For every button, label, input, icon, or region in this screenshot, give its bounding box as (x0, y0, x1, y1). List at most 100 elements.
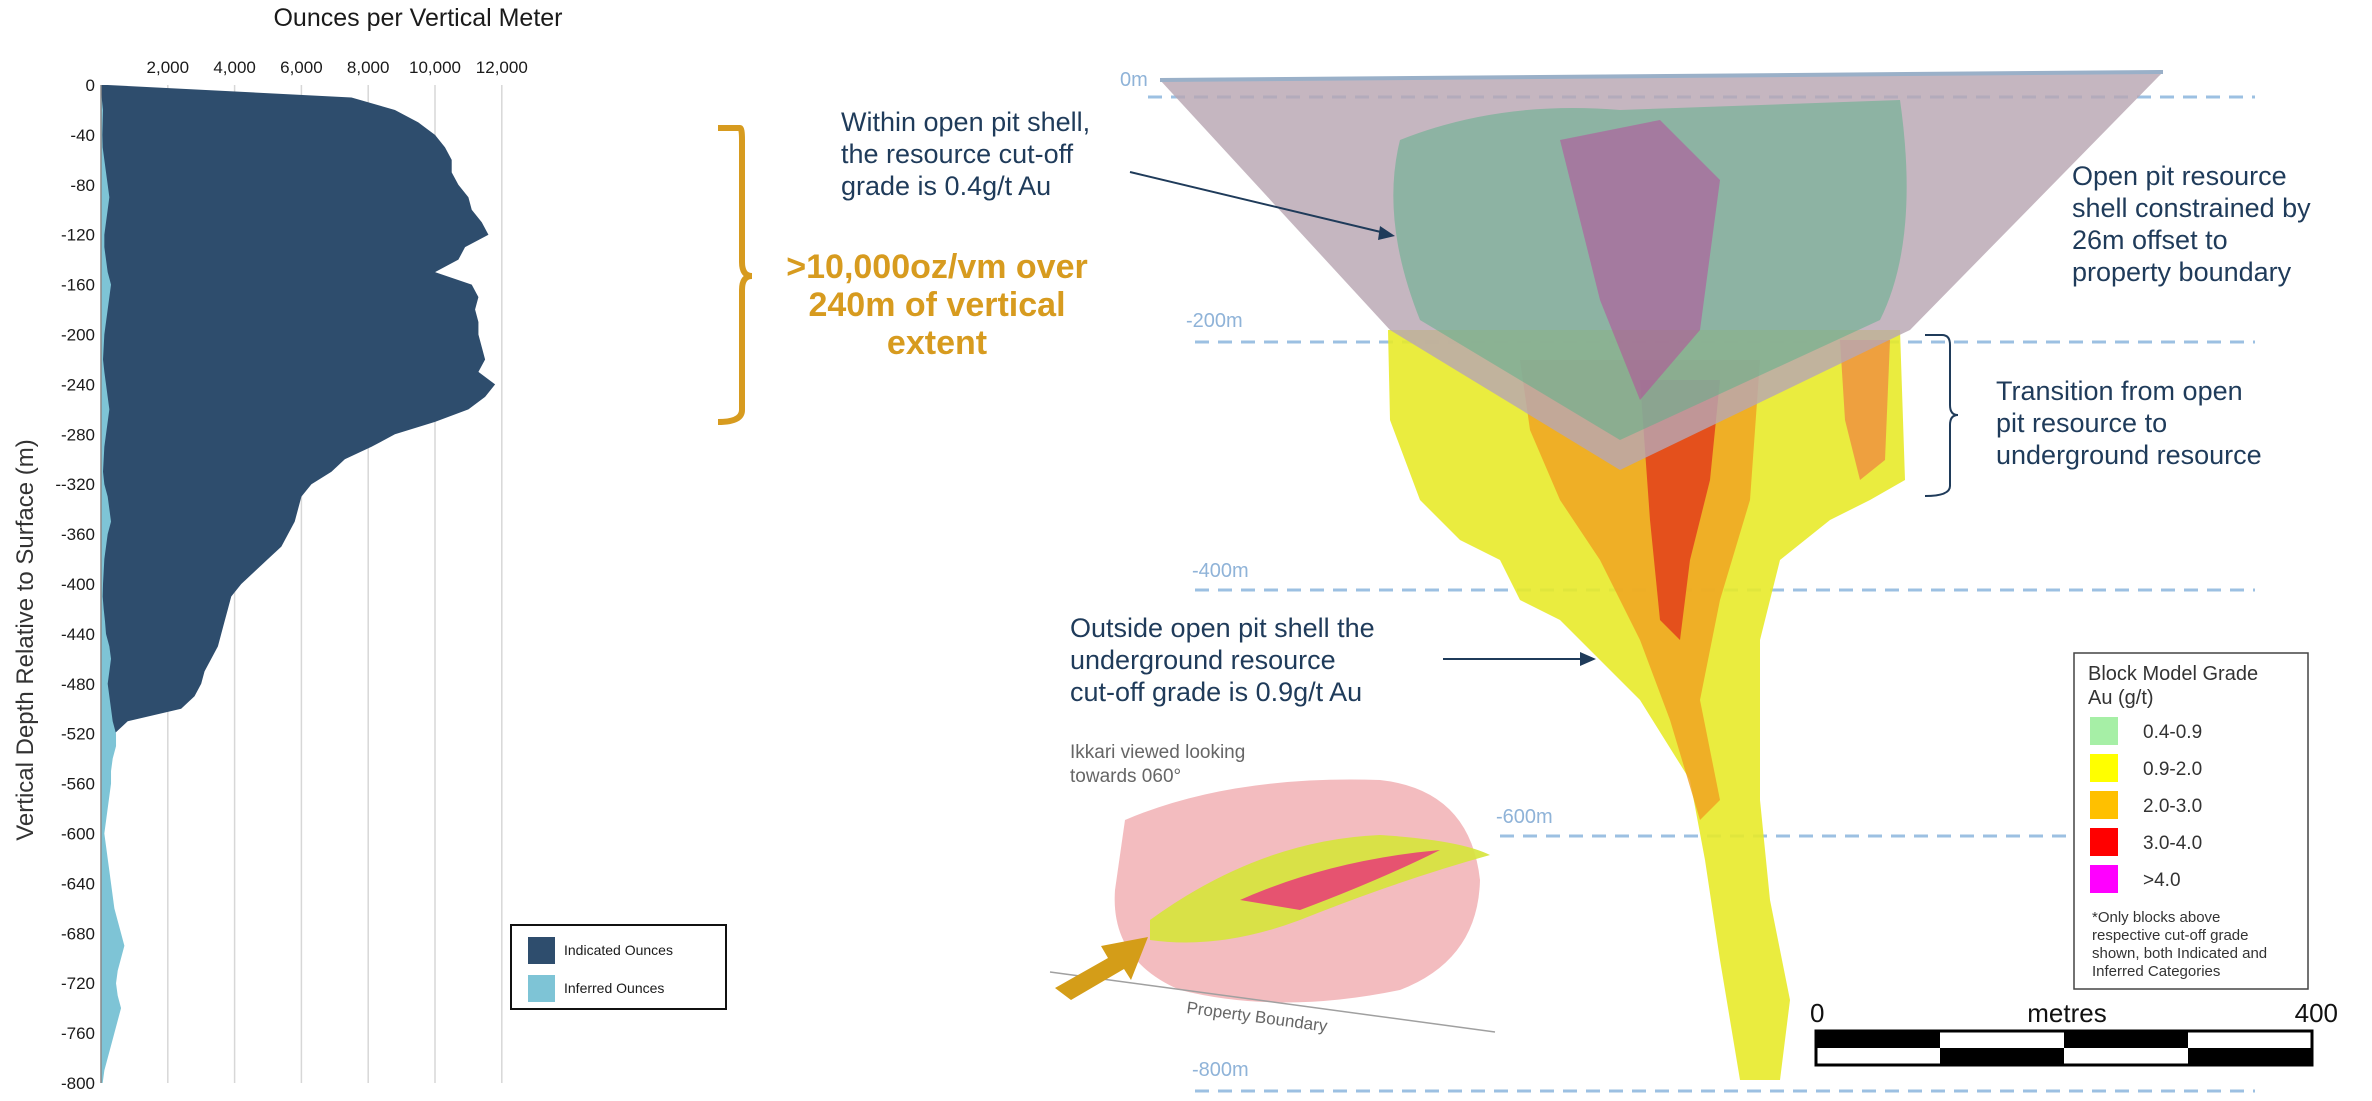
inset-view-arrow (1055, 937, 1148, 1000)
grade-swatch-2 (2090, 754, 2118, 782)
y-tick-label: -280 (61, 425, 95, 444)
note-outside-line-2: underground resource (1070, 645, 1336, 675)
scale-seg-3 (2064, 1031, 2188, 1048)
note-outside-line-1: Outside open pit shell the (1070, 613, 1375, 643)
note-pit-arrowhead (1378, 226, 1395, 240)
legend-label-inferred: Inferred Ounces (564, 980, 664, 996)
note-within-pit: Within open pit shell, the resource cut-… (841, 107, 1395, 240)
note-shell-line-3: 26m offset to (2072, 225, 2228, 255)
y-tick-label: -760 (61, 1024, 95, 1043)
note-transition: Transition from open pit resource to und… (1924, 334, 2262, 497)
ore-body-yellow (1388, 330, 1905, 1080)
note-pit-arrow (1129, 171, 1386, 234)
note-shell-line-4: property boundary (2072, 257, 2292, 287)
note-outside-pit: Outside open pit shell the underground r… (1070, 613, 1596, 707)
y-axis-label: Vertical Depth Relative to Surface (m) (12, 439, 39, 841)
pit-rim (1159, 70, 2164, 82)
callout-line-2: 240m of vertical (808, 286, 1065, 324)
grade-swatch-3 (2090, 791, 2118, 819)
scale-seg-2 (1940, 1048, 2064, 1065)
y-tick-label: -360 (61, 525, 95, 544)
cross-section-view: 0m -200m -400m -600m -800m Within open p… (841, 69, 2338, 1093)
y-tick-label: -800 (61, 1074, 95, 1093)
y-tick-label: -640 (61, 874, 95, 893)
scale-bar: 0 metres 400 (1810, 998, 2338, 1067)
ounces-chart: Ounces per Vertical Meter Vertical Depth… (12, 4, 1088, 1093)
grade-label-5: >4.0 (2143, 870, 2181, 891)
grade-swatch-1 (2090, 717, 2118, 745)
y-tick-label: 0 (86, 76, 95, 95)
note-outside-arrowhead (1580, 652, 1596, 666)
y-tick-label: -520 (61, 725, 95, 744)
y-tick-label: -440 (61, 625, 95, 644)
legend-swatch-inferred (528, 975, 555, 1002)
grade-label-2: 0.9-2.0 (2143, 759, 2202, 780)
grade-legend: Block Model Grade Au (g/t) 0.4-0.9 0.9-2… (2073, 652, 2309, 990)
depth-label-400: -400m (1192, 560, 1249, 582)
inferred-ounces-area (101, 85, 125, 1083)
callout-bracket (717, 125, 753, 425)
x-tick-label: 2,000 (147, 58, 190, 77)
depth-label-800: -800m (1192, 1059, 1249, 1081)
depth-label-200: -200m (1186, 310, 1243, 332)
note-transition-line-2: pit resource to (1996, 408, 2167, 438)
inset-boundary-label: Property Boundary (1185, 998, 1329, 1036)
y-tick-label: -120 (61, 226, 95, 245)
scale-unit-label: metres (2027, 998, 2106, 1028)
grade-legend-title-1: Block Model Grade (2088, 663, 2258, 685)
grade-swatch-4 (2090, 828, 2118, 856)
y-tick-label: -80 (70, 176, 95, 195)
grade-footnote-4: Inferred Categories (2092, 963, 2220, 980)
grade-label-1: 0.4-0.9 (2143, 722, 2202, 743)
inset-caption-line-2: towards 060° (1070, 766, 1181, 787)
grade-footnote-2: respective cut-off grade (2092, 927, 2248, 944)
y-tick-label: -240 (61, 375, 95, 394)
transition-bracket (1924, 334, 1959, 497)
y-tick-label: -200 (61, 326, 95, 345)
note-outside-line-3: cut-off grade is 0.9g/t Au (1070, 677, 1362, 707)
note-shell-line-1: Open pit resource (2072, 161, 2287, 191)
note-pit-line-3: grade is 0.4g/t Au (841, 171, 1051, 201)
y-tick-label: -480 (61, 675, 95, 694)
y-tick-label: -400 (61, 575, 95, 594)
legend-label-indicated: Indicated Ounces (564, 942, 673, 958)
pit-shell-mineralization (1393, 100, 1907, 440)
callout-line-3: extent (887, 324, 987, 362)
scale-end-label: 400 (2295, 998, 2338, 1028)
grade-legend-box (2073, 652, 2309, 990)
note-pit-line-2: the resource cut-off (841, 139, 1074, 169)
grade-label-3: 2.0-3.0 (2143, 796, 2202, 817)
ore-body (1388, 330, 1905, 1080)
pit-high-grade-zone (1560, 120, 1720, 400)
note-transition-line-1: Transition from open (1996, 376, 2243, 406)
inset-caption-line-1: Ikkari viewed looking (1070, 742, 1245, 763)
y-tick-label: -720 (61, 974, 95, 993)
note-shell: Open pit resource shell constrained by 2… (2072, 161, 2311, 287)
y-tick-label: -560 (61, 775, 95, 794)
grade-label-4: 3.0-4.0 (2143, 833, 2202, 854)
x-tick-labels: 2,000 4,000 6,000 8,000 10,000 12,000 (147, 58, 528, 77)
inset-boundary-line (1049, 971, 1496, 1033)
y-tick-label: --320 (55, 475, 95, 494)
note-pit-line-1: Within open pit shell, (841, 107, 1090, 137)
x-tick-label: 10,000 (409, 58, 461, 77)
grade-swatch-5 (2090, 865, 2118, 893)
ore-lens-east (1840, 340, 1890, 480)
legend-swatch-indicated (528, 937, 555, 964)
x-tick-label: 8,000 (347, 58, 390, 77)
chart-title: Ounces per Vertical Meter (273, 4, 562, 32)
indicated-ounces-area (101, 85, 496, 1083)
open-pit-shell (1159, 70, 2164, 470)
scale-start-label: 0 (1810, 998, 1824, 1028)
y-tick-label: -600 (61, 825, 95, 844)
x-tick-label: 12,000 (476, 58, 528, 77)
y-tick-label: -40 (70, 126, 95, 145)
callout-line-1: >10,000oz/vm over (786, 248, 1087, 286)
depth-label-0: 0m (1120, 69, 1148, 91)
depth-label-600: -600m (1496, 806, 1553, 828)
y-tick-label: -680 (61, 924, 95, 943)
y-tick-labels: 0 -40 -80 -120 -160 -200 -240 -280 --320 -360 -400… (55, 76, 95, 1093)
y-tick-label: -160 (61, 276, 95, 295)
x-tick-label: 6,000 (280, 58, 323, 77)
